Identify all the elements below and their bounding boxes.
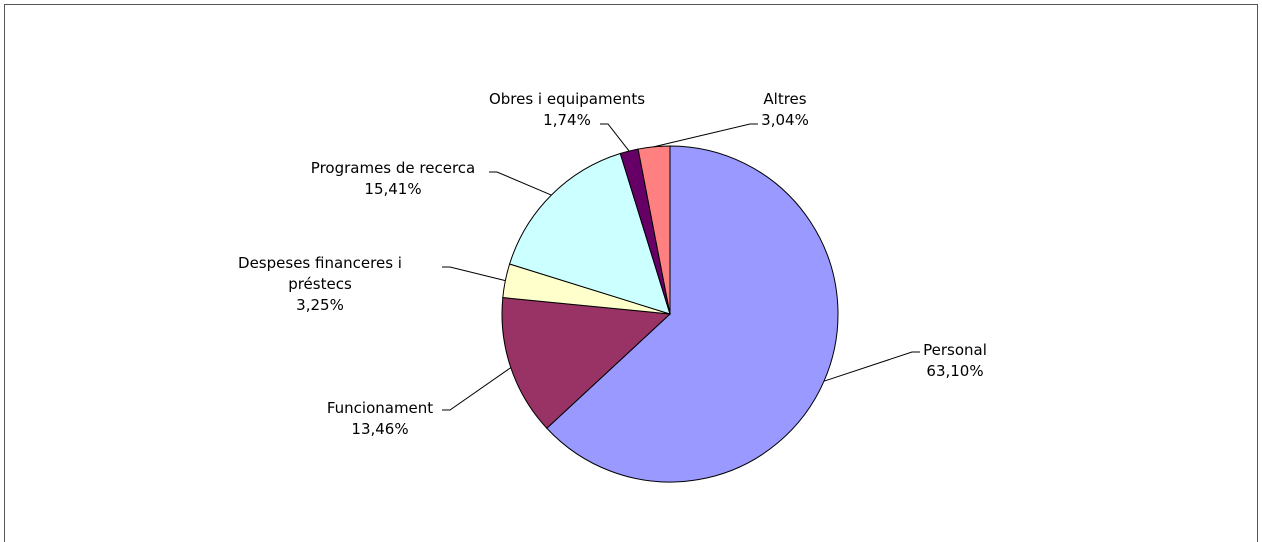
leader-line — [442, 266, 506, 282]
slice-label: Despeses financeres i préstecs — [238, 254, 402, 293]
slice-label: Funcionament — [326, 399, 434, 417]
slice-value-label: 13,46% — [351, 420, 409, 438]
slice-label: Programes de recerca — [310, 159, 476, 177]
leader-line — [653, 123, 758, 148]
slice-value-label: 15,41% — [364, 180, 422, 198]
leader-line — [489, 171, 552, 196]
slice-label: Personal — [923, 341, 987, 359]
leader-line — [600, 123, 630, 152]
pie-slice — [546, 145, 839, 483]
leader-line — [442, 367, 512, 411]
slice-value-label: 63,10% — [926, 362, 984, 380]
leader-line — [823, 351, 920, 382]
slice-value-label: 3,04% — [761, 111, 809, 129]
slice-value-label: 1,74% — [543, 111, 591, 129]
slice-value-label: 3,25% — [296, 296, 344, 314]
slice-label: Obres i equipaments — [488, 90, 646, 108]
slice-label: Altres — [763, 90, 807, 108]
pie-slice — [637, 145, 671, 315]
